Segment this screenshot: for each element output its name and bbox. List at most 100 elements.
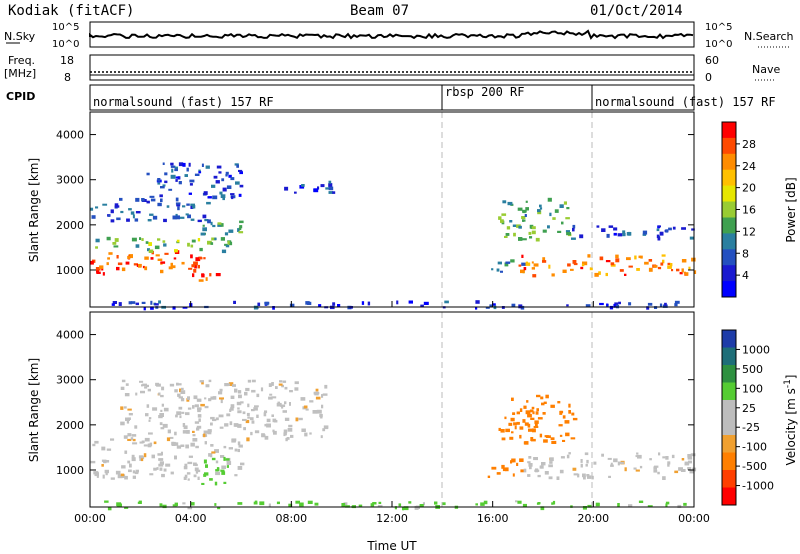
echo-cell	[128, 413, 133, 416]
echo-cell	[522, 503, 527, 508]
echo-cell	[657, 266, 662, 270]
echo-cell	[116, 502, 122, 507]
echo-cell	[128, 254, 133, 259]
echo-cell	[647, 302, 653, 306]
echo-cell	[163, 243, 167, 247]
echo-cell	[195, 470, 199, 474]
echo-cell	[205, 165, 210, 169]
echo-cell	[587, 475, 592, 479]
echo-cell	[309, 400, 314, 403]
echo-cell	[190, 203, 195, 206]
echo-cell	[226, 185, 232, 189]
echo-cell	[127, 460, 131, 464]
echo-cell	[179, 415, 182, 419]
echo-cell	[104, 469, 109, 474]
echo-cell	[565, 217, 570, 220]
echo-cell	[542, 229, 547, 233]
echo-cell	[280, 404, 286, 407]
echo-cell	[142, 265, 145, 269]
colorbar-swatch	[722, 265, 736, 282]
echo-cell	[198, 418, 201, 422]
echo-cell	[533, 457, 538, 461]
colorbar-swatch	[722, 201, 736, 218]
echo-cell	[664, 302, 667, 306]
echo-cell	[146, 384, 149, 388]
echo-cell	[519, 458, 524, 462]
echo-cell	[691, 257, 696, 262]
echo-cell	[475, 300, 480, 304]
echo-region	[104, 500, 687, 511]
colorbar-swatch	[722, 153, 736, 171]
echo-cell	[143, 307, 146, 311]
echo-cell	[131, 457, 136, 462]
echo-cell	[523, 405, 527, 409]
echo-cell	[573, 473, 579, 476]
echo-cell	[683, 502, 687, 506]
echo-cell	[522, 419, 526, 423]
echo-cell	[370, 503, 375, 507]
echo-cell	[209, 273, 212, 277]
echo-cell	[195, 257, 201, 262]
echo-cell	[135, 302, 139, 306]
echo-cell	[158, 415, 163, 419]
echo-cell	[222, 197, 225, 201]
echo-cell	[179, 388, 182, 393]
echo-cell	[615, 258, 620, 263]
echo-cell	[215, 417, 219, 421]
echo-cell	[177, 383, 182, 386]
echo-cell	[225, 171, 229, 175]
echo-cell	[137, 501, 141, 504]
x-tick-label: 20:00	[577, 512, 609, 525]
echo-cell	[626, 257, 631, 261]
echo-cell	[154, 303, 159, 306]
cpid-segment-1: normalsound (fast) 157 RF	[93, 95, 274, 109]
echo-cell	[660, 262, 664, 266]
echo-cell	[238, 394, 242, 399]
echo-cell	[192, 273, 195, 278]
x-tick-label: 16:00	[477, 512, 509, 525]
echo-cell	[211, 237, 217, 241]
echo-cell	[166, 205, 170, 208]
echo-cell	[163, 407, 169, 412]
echo-cell	[157, 258, 163, 261]
echo-cell	[124, 506, 129, 509]
echo-cell	[642, 230, 648, 235]
colorbar-swatch	[722, 330, 736, 348]
echo-cell	[636, 268, 640, 271]
echo-cell	[287, 428, 293, 432]
nsky-tick-top: 10^5	[52, 22, 79, 33]
echo-cell	[144, 437, 150, 442]
echo-cell	[599, 256, 604, 261]
echo-cell	[245, 419, 250, 424]
echo-cell	[332, 302, 336, 306]
echo-cell	[665, 229, 669, 233]
echo-cell	[215, 273, 221, 277]
echo-cell	[135, 197, 140, 202]
echo-cell	[420, 304, 424, 308]
echo-cell	[536, 502, 540, 505]
echo-cell	[113, 245, 119, 248]
echo-cell	[661, 254, 666, 257]
echo-cell	[543, 439, 548, 443]
echo-cell	[685, 272, 689, 276]
echo-cell	[149, 442, 153, 447]
echo-cell	[257, 302, 261, 307]
echo-cell	[114, 203, 119, 206]
echo-cell	[626, 232, 632, 236]
echo-cell	[228, 241, 233, 246]
echo-cell	[219, 191, 223, 195]
echo-cell	[691, 228, 695, 231]
echo-cell	[152, 215, 158, 220]
echo-cell	[540, 396, 544, 400]
echo-cell	[195, 445, 199, 449]
echo-cell	[238, 231, 244, 234]
echo-cell	[190, 218, 195, 221]
echo-cell	[102, 474, 105, 479]
echo-cell	[192, 205, 196, 209]
echo-cell	[215, 460, 219, 464]
echo-cell	[229, 421, 233, 426]
echo-cell	[442, 502, 446, 506]
echo-cell	[190, 205, 194, 209]
echo-cell	[562, 439, 566, 442]
